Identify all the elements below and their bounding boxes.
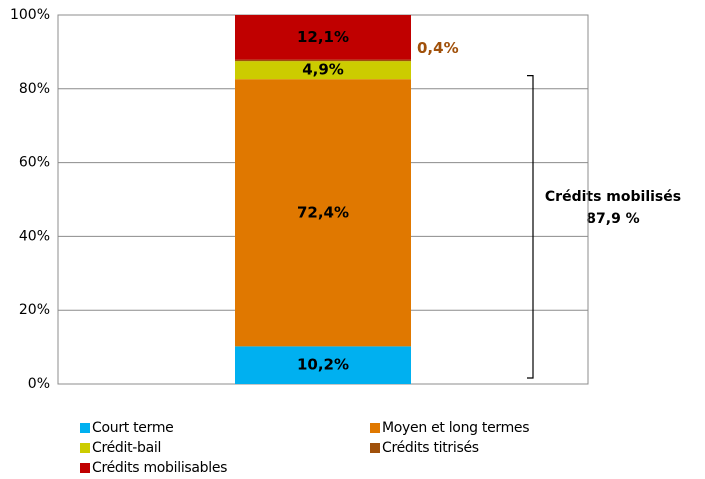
legend-swatch [370, 423, 380, 433]
legend-label: Crédits titrisés [382, 440, 479, 456]
legend-label: Crédit-bail [92, 440, 161, 456]
data-label: 10,2% [297, 356, 349, 374]
legend-label: Moyen et long termes [382, 420, 529, 436]
y-tick-label: 20% [19, 302, 50, 318]
bar-segment [235, 79, 411, 347]
y-tick-label: 0% [28, 376, 50, 392]
data-label: 72,4% [297, 203, 349, 221]
y-tick-label: 40% [19, 228, 50, 244]
legend-swatch [80, 463, 90, 473]
y-tick-label: 100% [10, 7, 50, 23]
annotation: Crédits mobilisés [545, 189, 681, 205]
bar-segment [235, 59, 411, 62]
legend-swatch [80, 443, 90, 453]
legend-swatch [80, 423, 90, 433]
y-tick-label: 80% [19, 81, 50, 97]
y-tick-label: 60% [19, 155, 50, 171]
data-label: 12,1% [297, 28, 349, 46]
legend-label: Crédits mobilisables [92, 460, 227, 476]
legend-swatch [370, 443, 380, 453]
data-label: 4,9% [302, 61, 344, 79]
data-label: 0,4% [417, 39, 459, 57]
bracket [527, 75, 534, 379]
bar-segment [235, 346, 411, 384]
bar-segment [235, 15, 411, 60]
bar-segment [235, 61, 411, 80]
annotation: 87,9 % [586, 211, 639, 227]
legend-label: Court terme [92, 420, 173, 436]
